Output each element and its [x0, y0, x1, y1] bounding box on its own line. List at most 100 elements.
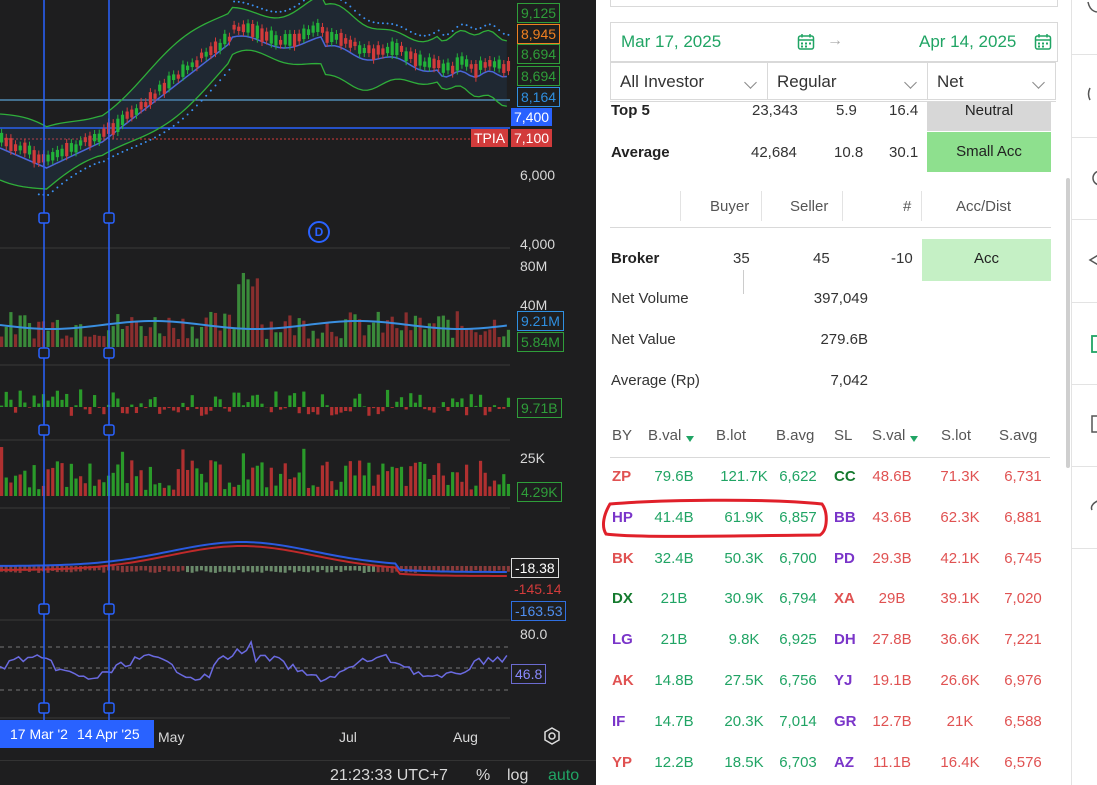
- flow-bar: [279, 407, 283, 410]
- ring-icon[interactable]: [1086, 170, 1097, 186]
- frequency-bar: [292, 477, 297, 496]
- seller-broker-code[interactable]: GR: [834, 712, 857, 730]
- stack-icon[interactable]: [1086, 334, 1097, 353]
- macd-histogram-bar: [190, 566, 194, 573]
- volume-bar: [227, 314, 232, 347]
- range-start-label[interactable]: 17 Mar '2: [0, 720, 76, 748]
- stock-chart[interactable]: 9,125 8,945 8,694 8,694 8,164 7,400 TPIA 7,1…: [0, 0, 596, 785]
- frequency-bar: [195, 468, 199, 496]
- chart-settings-icon[interactable]: [543, 727, 561, 745]
- buyer-broker-code[interactable]: IF: [612, 712, 626, 730]
- frequency-bar: [27, 487, 32, 496]
- refresh-icon[interactable]: [1086, 0, 1097, 16]
- sar-dot: [65, 179, 68, 182]
- link-icon[interactable]: [1086, 496, 1097, 512]
- candle-body: [381, 48, 385, 55]
- chevron-down-icon: [904, 76, 917, 89]
- volume-bar: [195, 338, 199, 347]
- seller-broker-code[interactable]: CC: [834, 468, 856, 485]
- buy-average: 6,857: [779, 508, 817, 526]
- log-toggle[interactable]: log: [507, 767, 529, 784]
- buyer-broker-code[interactable]: LG: [612, 631, 633, 649]
- frequency-bar: [204, 482, 208, 496]
- column-header[interactable]: S.val: [872, 427, 906, 444]
- frequency-bar: [497, 484, 501, 496]
- sort-desc-icon[interactable]: [686, 436, 694, 442]
- macd-histogram-bar: [241, 566, 245, 573]
- tag-icon[interactable]: [1086, 252, 1097, 268]
- volume-bar: [79, 324, 83, 347]
- seller-broker-code[interactable]: AZ: [834, 753, 854, 771]
- frequency-bar: [199, 473, 204, 496]
- sell-lot: 36.6K: [940, 631, 980, 649]
- frequency-bar: [32, 465, 36, 496]
- flow-bar: [9, 399, 13, 407]
- auto-toggle[interactable]: auto: [548, 767, 580, 784]
- start-date[interactable]: Mar 17, 2025: [621, 32, 722, 51]
- buyer-broker-code[interactable]: ZP: [612, 468, 632, 485]
- seller-broker-code[interactable]: BB: [834, 508, 856, 526]
- frequency-bar: [395, 468, 399, 496]
- seller-broker-code[interactable]: YJ: [834, 672, 853, 689]
- buyer-broker-code[interactable]: HP: [612, 508, 633, 526]
- market-select[interactable]: Regular: [767, 62, 928, 100]
- frequency-bar: [506, 483, 511, 496]
- column-header[interactable]: S.lot: [941, 427, 972, 444]
- frequency-bar: [297, 472, 301, 496]
- flow-bar: [134, 407, 139, 414]
- price-level-label: 8,694: [517, 66, 561, 86]
- volume-bar: [492, 319, 497, 347]
- candle-body: [176, 74, 180, 79]
- sar-dot: [200, 99, 203, 102]
- range-end-label[interactable]: 14 Apr '25: [70, 720, 154, 748]
- sort-desc-icon[interactable]: [910, 436, 918, 442]
- document-icon[interactable]: [1086, 414, 1097, 433]
- volume-bar: [83, 336, 87, 347]
- buy-lot: 18.5K: [724, 753, 764, 771]
- stat-value: 7,042: [830, 372, 868, 389]
- sell-lot: 71.3K: [940, 468, 980, 485]
- buyer-broker-code[interactable]: AK: [612, 672, 634, 689]
- seller-broker-code[interactable]: XA: [834, 590, 855, 608]
- calendar-icon[interactable]: [1034, 33, 1052, 56]
- volume-bar: [120, 328, 125, 347]
- frequency-bar: [93, 485, 97, 496]
- flow-bar: [65, 393, 69, 407]
- date-range-picker[interactable]: Mar 17, 2025 → Apr 14, 2025: [610, 22, 1058, 62]
- seller-broker-code[interactable]: DH: [834, 631, 856, 649]
- end-date[interactable]: Apr 14, 2025: [919, 32, 1017, 51]
- column-header[interactable]: B.val: [648, 427, 682, 444]
- frequency-bar: [460, 481, 464, 496]
- sar-dot: [144, 140, 147, 143]
- percent-toggle[interactable]: %: [476, 767, 491, 784]
- buyer-broker-code[interactable]: YP: [612, 753, 633, 771]
- flow-bar: [144, 407, 148, 409]
- sar-dot: [298, 2, 301, 5]
- buyer-broker-code[interactable]: BK: [612, 549, 634, 567]
- column-header[interactable]: SL: [834, 427, 853, 444]
- seller-broker-code[interactable]: PD: [834, 549, 855, 567]
- sar-dot: [437, 29, 440, 32]
- scrollbar[interactable]: [1066, 178, 1070, 468]
- volume-bar: [148, 327, 152, 347]
- column-header[interactable]: BY: [612, 427, 633, 444]
- macd-histogram-bar: [148, 566, 152, 573]
- candle-body: [316, 22, 320, 33]
- column-header[interactable]: B.lot: [716, 427, 747, 444]
- buyer-broker-code[interactable]: DX: [612, 590, 633, 608]
- event-marker[interactable]: D: [308, 221, 330, 243]
- macd-histogram-bar: [269, 566, 273, 572]
- history-icon[interactable]: [1086, 86, 1097, 102]
- flow-bar: [130, 404, 134, 407]
- right-tool-strip: [1066, 0, 1097, 785]
- column-header[interactable]: B.avg: [776, 427, 815, 444]
- mode-select[interactable]: Net: [927, 62, 1056, 100]
- macd-histogram-bar: [367, 566, 371, 572]
- investor-select[interactable]: All Investor: [610, 62, 768, 100]
- investor-select-value: All Investor: [620, 72, 705, 91]
- flow-bar: [381, 407, 385, 412]
- chart-canvas[interactable]: [0, 0, 596, 785]
- column-header[interactable]: S.avg: [999, 427, 1038, 444]
- candle-body: [27, 145, 32, 155]
- calendar-icon[interactable]: [797, 33, 815, 56]
